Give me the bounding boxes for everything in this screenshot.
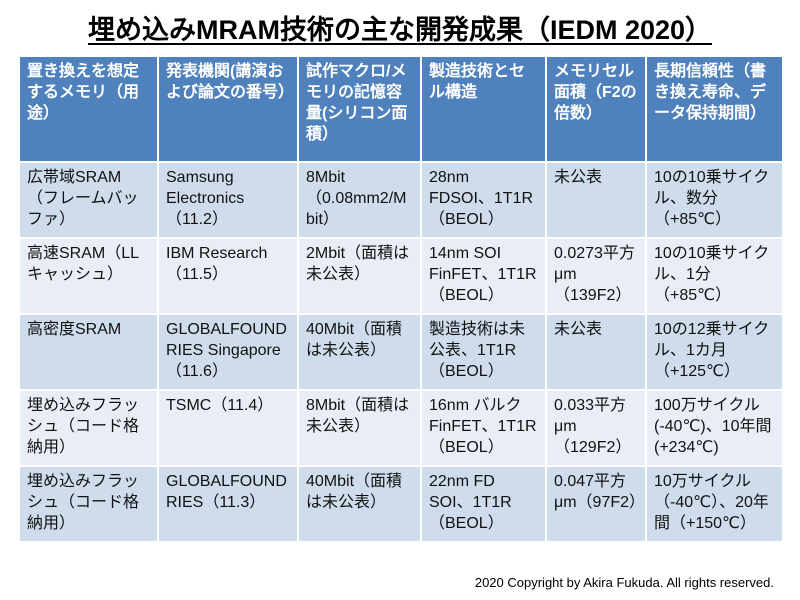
- table-cell: 28nm FDSOI、1T1R（BEOL）: [420, 161, 547, 239]
- table-cell: 未公表: [545, 161, 647, 239]
- table-cell: 0.047平方μm（97F2）: [545, 465, 647, 543]
- table-cell: 10の10乗サイクル、1分（+85℃）: [645, 237, 784, 315]
- column-header-target-memory: 置き換えを想定するメモリ（用途）: [18, 55, 159, 163]
- table-cell: GLOBALFOUNDRIES（11.3）: [157, 465, 299, 543]
- footer-copyright: 2020 Copyright by Akira Fukuda. All righ…: [474, 575, 774, 590]
- table-cell: 40Mbit（面積は未公表）: [297, 313, 422, 391]
- table-cell: 8Mbit（0.08mm2/Mbit）: [297, 161, 422, 239]
- mram-results-table: 置き換えを想定するメモリ（用途） 発表機関(講演および論文の番号） 試作マクロ/…: [18, 55, 784, 543]
- table-row: 高速SRAM（LLキャッシュ） IBM Research（11.5） 2Mbit…: [18, 237, 784, 315]
- column-header-macro-capacity: 試作マクロ/メモリの記憶容量(シリコン面積）: [297, 55, 422, 163]
- table-cell: 0.033平方μm（129F2）: [545, 389, 647, 467]
- column-header-cell-area: メモリセル面積（F2の倍数）: [545, 55, 647, 163]
- column-header-reliability: 長期信頼性（書き換え寿命、データ保持期間）: [645, 55, 784, 163]
- page-title: 埋め込みMRAM技術の主な開発成果（IEDM 2020）: [87, 15, 713, 45]
- table-header-row: 置き換えを想定するメモリ（用途） 発表機関(講演および論文の番号） 試作マクロ/…: [18, 55, 784, 163]
- table-cell: 100万サイクル(-40℃)、10年間(+234℃): [645, 389, 784, 467]
- table-cell: 16nm バルクFinFET、1T1R（BEOL）: [420, 389, 547, 467]
- table-cell: 14nm SOI FinFET、1T1R（BEOL）: [420, 237, 547, 315]
- table-cell: Samsung Electronics（11.2）: [157, 161, 299, 239]
- table-row: 高密度SRAM GLOBALFOUNDRIES Singapore（11.6） …: [18, 313, 784, 391]
- table-cell: 製造技術は未公表、1T1R（BEOL）: [420, 313, 547, 391]
- table-cell: 埋め込みフラッシュ（コード格納用）: [18, 465, 159, 543]
- table-cell: GLOBALFOUNDRIES Singapore（11.6）: [157, 313, 299, 391]
- table-row: 広帯域SRAM（フレームバッファ） Samsung Electronics（11…: [18, 161, 784, 239]
- column-header-process-cell: 製造技術とセル構造: [420, 55, 547, 163]
- table-cell: 40Mbit（面積は未公表）: [297, 465, 422, 543]
- table-cell: 埋め込みフラッシュ（コード格納用）: [18, 389, 159, 467]
- table-cell: 10の10乗サイクル、数分（+85℃）: [645, 161, 784, 239]
- table-row: 埋め込みフラッシュ（コード格納用） GLOBALFOUNDRIES（11.3） …: [18, 465, 784, 543]
- table-cell: 未公表: [545, 313, 647, 391]
- table-cell: 22nm FD SOI、1T1R（BEOL）: [420, 465, 547, 543]
- table-cell: 高速SRAM（LLキャッシュ）: [18, 237, 159, 315]
- table-cell: 2Mbit（面積は未公表）: [297, 237, 422, 315]
- table-row: 埋め込みフラッシュ（コード格納用） TSMC（11.4） 8Mbit（面積は未公…: [18, 389, 784, 467]
- table-cell: 8Mbit（面積は未公表）: [297, 389, 422, 467]
- column-header-presenter: 発表機関(講演および論文の番号）: [157, 55, 299, 163]
- table-cell: TSMC（11.4）: [157, 389, 299, 467]
- table-cell: IBM Research（11.5）: [157, 237, 299, 315]
- table-cell: 0.0273平方μm（139F2）: [545, 237, 647, 315]
- table-cell: 高密度SRAM: [18, 313, 159, 391]
- table-cell: 10万サイクル（-40℃）、20年間（+150℃）: [645, 465, 784, 543]
- table-cell: 10の12乗サイクル、1カ月（+125℃）: [645, 313, 784, 391]
- table-cell: 広帯域SRAM（フレームバッファ）: [18, 161, 159, 239]
